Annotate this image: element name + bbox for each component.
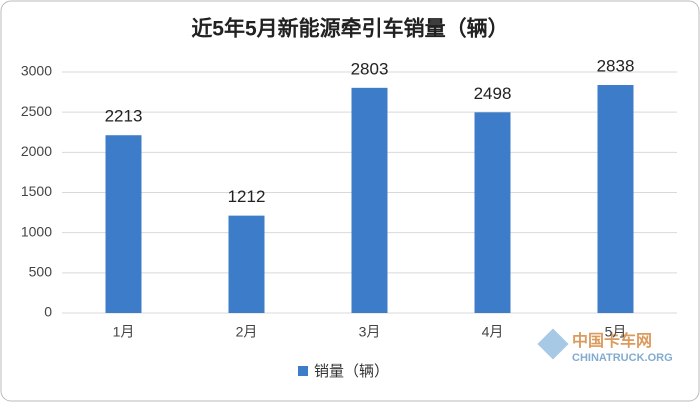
data-label: 2213	[105, 107, 143, 126]
data-label: 2498	[474, 84, 512, 103]
bar	[105, 135, 142, 313]
data-label: 2838	[597, 56, 635, 75]
y-tick-label: 3000	[21, 63, 52, 79]
y-tick-label: 2500	[21, 103, 52, 119]
watermark-icon	[537, 328, 569, 360]
y-tick-label: 0	[44, 304, 52, 320]
data-label: 2803	[351, 59, 389, 78]
watermark-name: 中国卡车网	[572, 331, 652, 350]
bar	[474, 112, 511, 313]
x-tick-label: 3月	[359, 324, 381, 340]
watermark: 中国卡车网 CHINATRUCK.ORG	[537, 328, 673, 364]
x-tick-label: 2月	[236, 324, 258, 340]
legend-swatch	[298, 366, 308, 376]
bar	[351, 87, 388, 313]
watermark-site: CHINATRUCK.ORG	[572, 352, 673, 364]
data-label: 1212	[228, 187, 266, 206]
bar	[597, 85, 634, 313]
legend-label: 销量（辆）	[314, 363, 389, 380]
chart-title: 近5年5月新能源牵引车销量（辆）	[191, 17, 508, 41]
y-tick-label: 1500	[21, 183, 52, 199]
x-tick-label: 4月	[482, 324, 504, 340]
x-tick-label: 5月	[605, 324, 627, 340]
y-tick-label: 2000	[21, 143, 52, 159]
y-tick-label: 1000	[21, 223, 52, 239]
y-tick-label: 500	[29, 264, 53, 280]
bar	[228, 215, 265, 313]
x-tick-label: 1月	[113, 324, 135, 340]
